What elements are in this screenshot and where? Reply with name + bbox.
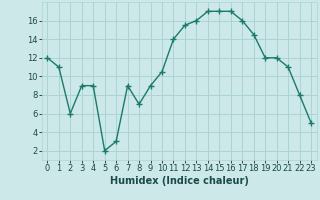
X-axis label: Humidex (Indice chaleur): Humidex (Indice chaleur) — [110, 176, 249, 186]
